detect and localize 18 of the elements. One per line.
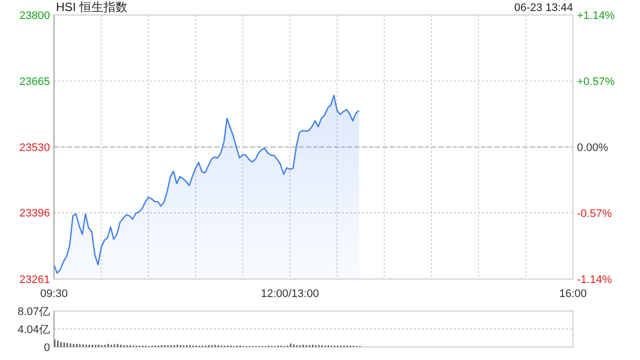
x-tick-label: 16:00: [559, 288, 587, 300]
x-tick-label: 09:30: [40, 288, 68, 300]
text: 06-23 13:44: [514, 2, 573, 14]
chart-title: HSI 恒生指数: [56, 0, 128, 14]
y-tick-label: 23530: [19, 142, 50, 154]
x-tick-label: 12:00/13:00: [260, 288, 319, 300]
y2-tick-label: -0.57%: [577, 208, 612, 220]
y-tick-label: 23396: [19, 208, 50, 220]
y-tick-label: 23800: [19, 10, 50, 22]
y-tick-label: 8.07亿: [18, 306, 50, 318]
y2-tick-label: 0.00%: [577, 142, 608, 154]
y-tick-label: 0: [44, 342, 50, 354]
y-tick-label: 23665: [19, 76, 50, 88]
y2-tick-label: +1.14%: [577, 10, 615, 22]
y-tick-label: 4.04亿: [18, 324, 50, 336]
y2-tick-label: -1.14%: [577, 274, 612, 286]
y-tick-label: 23261: [19, 274, 50, 286]
y2-tick-label: +0.57%: [577, 76, 615, 88]
